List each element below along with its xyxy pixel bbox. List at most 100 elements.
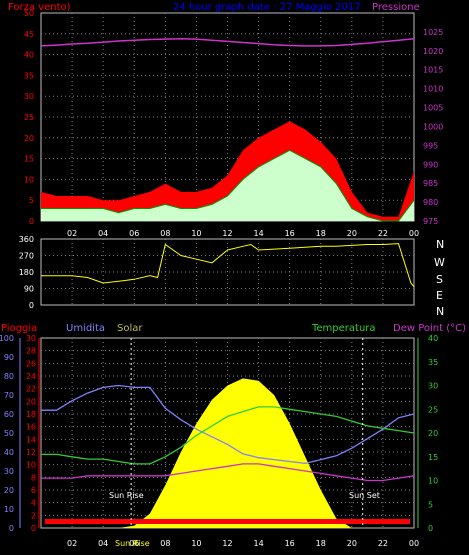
pressure-axis-title: Pressione — [372, 2, 420, 13]
wind-x-tick-label: 04 — [98, 229, 108, 238]
temp-tick-label: 10 — [428, 477, 438, 486]
humidity-tick-label: 30 — [4, 467, 14, 476]
wind-x-tick-label: 06 — [129, 229, 139, 238]
direction-tick-label: 0 — [29, 301, 34, 310]
rain-tick-label: 6 — [31, 486, 36, 495]
direction-tick-label: 180 — [19, 268, 34, 277]
wind-axis-title: Forza vento) — [8, 2, 71, 13]
tick-labels: 0510152025303540455097598098599099510001… — [0, 9, 443, 548]
solar-area — [41, 378, 414, 528]
dew-point-label: Dew Point (°C) — [393, 323, 466, 334]
compass-w: W — [434, 256, 445, 269]
wind-tick-label: 10 — [24, 175, 34, 184]
temp-tick-label: 5 — [428, 500, 433, 509]
wind-x-tick-label: 22 — [378, 229, 388, 238]
wind-x-tick-label: 02 — [67, 229, 77, 238]
rain-tick-label: 24 — [26, 372, 36, 381]
humidity-line — [41, 384, 415, 465]
temperatura-label: Temperatura — [311, 323, 376, 334]
humidity-tick-label: 90 — [4, 353, 14, 362]
temp-x-tick-label: 00 — [409, 539, 419, 548]
wind-x-tick-label: 14 — [253, 229, 263, 238]
wind-average-area — [41, 150, 414, 221]
wind-tick-label: 15 — [24, 155, 34, 164]
wind-x-tick-label: 00 — [409, 229, 419, 238]
direction-series — [41, 243, 415, 288]
temp-tick-label: 0 — [428, 524, 433, 533]
rain-tick-label: 12 — [26, 448, 36, 457]
rain-tick-label: 26 — [26, 359, 36, 368]
pressure-tick-label: 1020 — [423, 47, 443, 56]
rain-baseline — [45, 519, 410, 524]
humidity-tick-label: 0 — [9, 524, 14, 533]
humidity-tick-label: 80 — [4, 372, 14, 381]
compass-s: S — [436, 273, 443, 286]
pressure-tick-label: 1025 — [423, 28, 443, 37]
wind-x-tick-label: 12 — [222, 229, 232, 238]
wind-tick-label: 30 — [24, 92, 34, 101]
temp-x-tick-label: 14 — [253, 539, 263, 548]
humidity-tick-label: 40 — [4, 448, 14, 457]
temp-x-tick-label: 20 — [347, 539, 357, 548]
temp-tick-label: 30 — [428, 382, 438, 391]
pressure-tick-label: 975 — [423, 217, 438, 226]
rain-tick-label: 28 — [26, 347, 36, 356]
temp-x-tick-label: 16 — [285, 539, 295, 548]
temp-x-tick-label: 04 — [98, 539, 108, 548]
pressure-tick-label: 1010 — [423, 85, 443, 94]
temp-tick-label: 40 — [428, 334, 438, 343]
wind-tick-label: 5 — [29, 196, 34, 205]
sun-rise-label: Sun Rise — [109, 491, 144, 500]
sun-set-label: Sun Set — [349, 491, 380, 500]
compass-e: E — [436, 289, 443, 302]
wind-tick-label: 35 — [24, 71, 34, 80]
rain-tick-label: 16 — [26, 423, 36, 432]
temp-x-tick-label: 22 — [378, 539, 388, 548]
temp-x-tick-label: 10 — [191, 539, 201, 548]
temp-tick-label: 20 — [428, 429, 438, 438]
temp-series — [41, 338, 415, 528]
compass-n-bottom: N — [436, 305, 444, 318]
wind-direction-line — [41, 243, 415, 288]
compass-n-top: N — [436, 238, 444, 251]
wind-x-tick-label: 08 — [160, 229, 170, 238]
pressure-tick-label: 995 — [423, 141, 438, 150]
rain-tick-label: 18 — [26, 410, 36, 419]
temp-x-tick-label: 12 — [222, 539, 232, 548]
dew-point-line — [41, 463, 415, 482]
umidita-label: Umidita — [66, 323, 105, 334]
chart-title: 24 hour graph date : 27 Maggio 2017 — [173, 2, 361, 13]
temp-tick-label: 35 — [428, 358, 438, 367]
rain-tick-label: 4 — [31, 499, 36, 508]
wind-average-line — [41, 149, 415, 222]
wind-x-tick-label: 10 — [191, 229, 201, 238]
rain-tick-label: 14 — [26, 435, 36, 444]
pressure-tick-label: 1005 — [423, 104, 443, 113]
wind-tick-label: 50 — [24, 9, 34, 18]
rain-tick-label: 0 — [31, 524, 36, 533]
humidity-tick-label: 100 — [0, 334, 14, 343]
wind-x-tick-label: 18 — [316, 229, 326, 238]
wind-x-tick-label: 16 — [285, 229, 295, 238]
humidity-tick-label: 70 — [4, 391, 14, 400]
temp-x-tick-label: 06 — [129, 539, 139, 548]
humidity-tick-label: 20 — [4, 486, 14, 495]
grid-lines — [41, 13, 414, 528]
temp-tick-label: 25 — [428, 405, 438, 414]
pressure-tick-label: 1015 — [423, 66, 443, 75]
rain-tick-label: 2 — [31, 511, 36, 520]
sun-rise-axis-label: Sun Rise — [115, 539, 150, 548]
pressure-tick-label: 980 — [423, 198, 438, 207]
humidity-tick-label: 60 — [4, 410, 14, 419]
pressure-line — [40, 37, 415, 47]
pressure-tick-label: 990 — [423, 160, 438, 169]
solar-label: Solar — [117, 323, 143, 334]
pioggia-label: Pioggia — [1, 323, 37, 334]
rain-tick-label: 22 — [26, 385, 36, 394]
temp-x-tick-label: 18 — [316, 539, 326, 548]
temperature-line — [41, 406, 415, 465]
rain-tick-label: 20 — [26, 397, 36, 406]
wind-tick-label: 25 — [24, 113, 34, 122]
